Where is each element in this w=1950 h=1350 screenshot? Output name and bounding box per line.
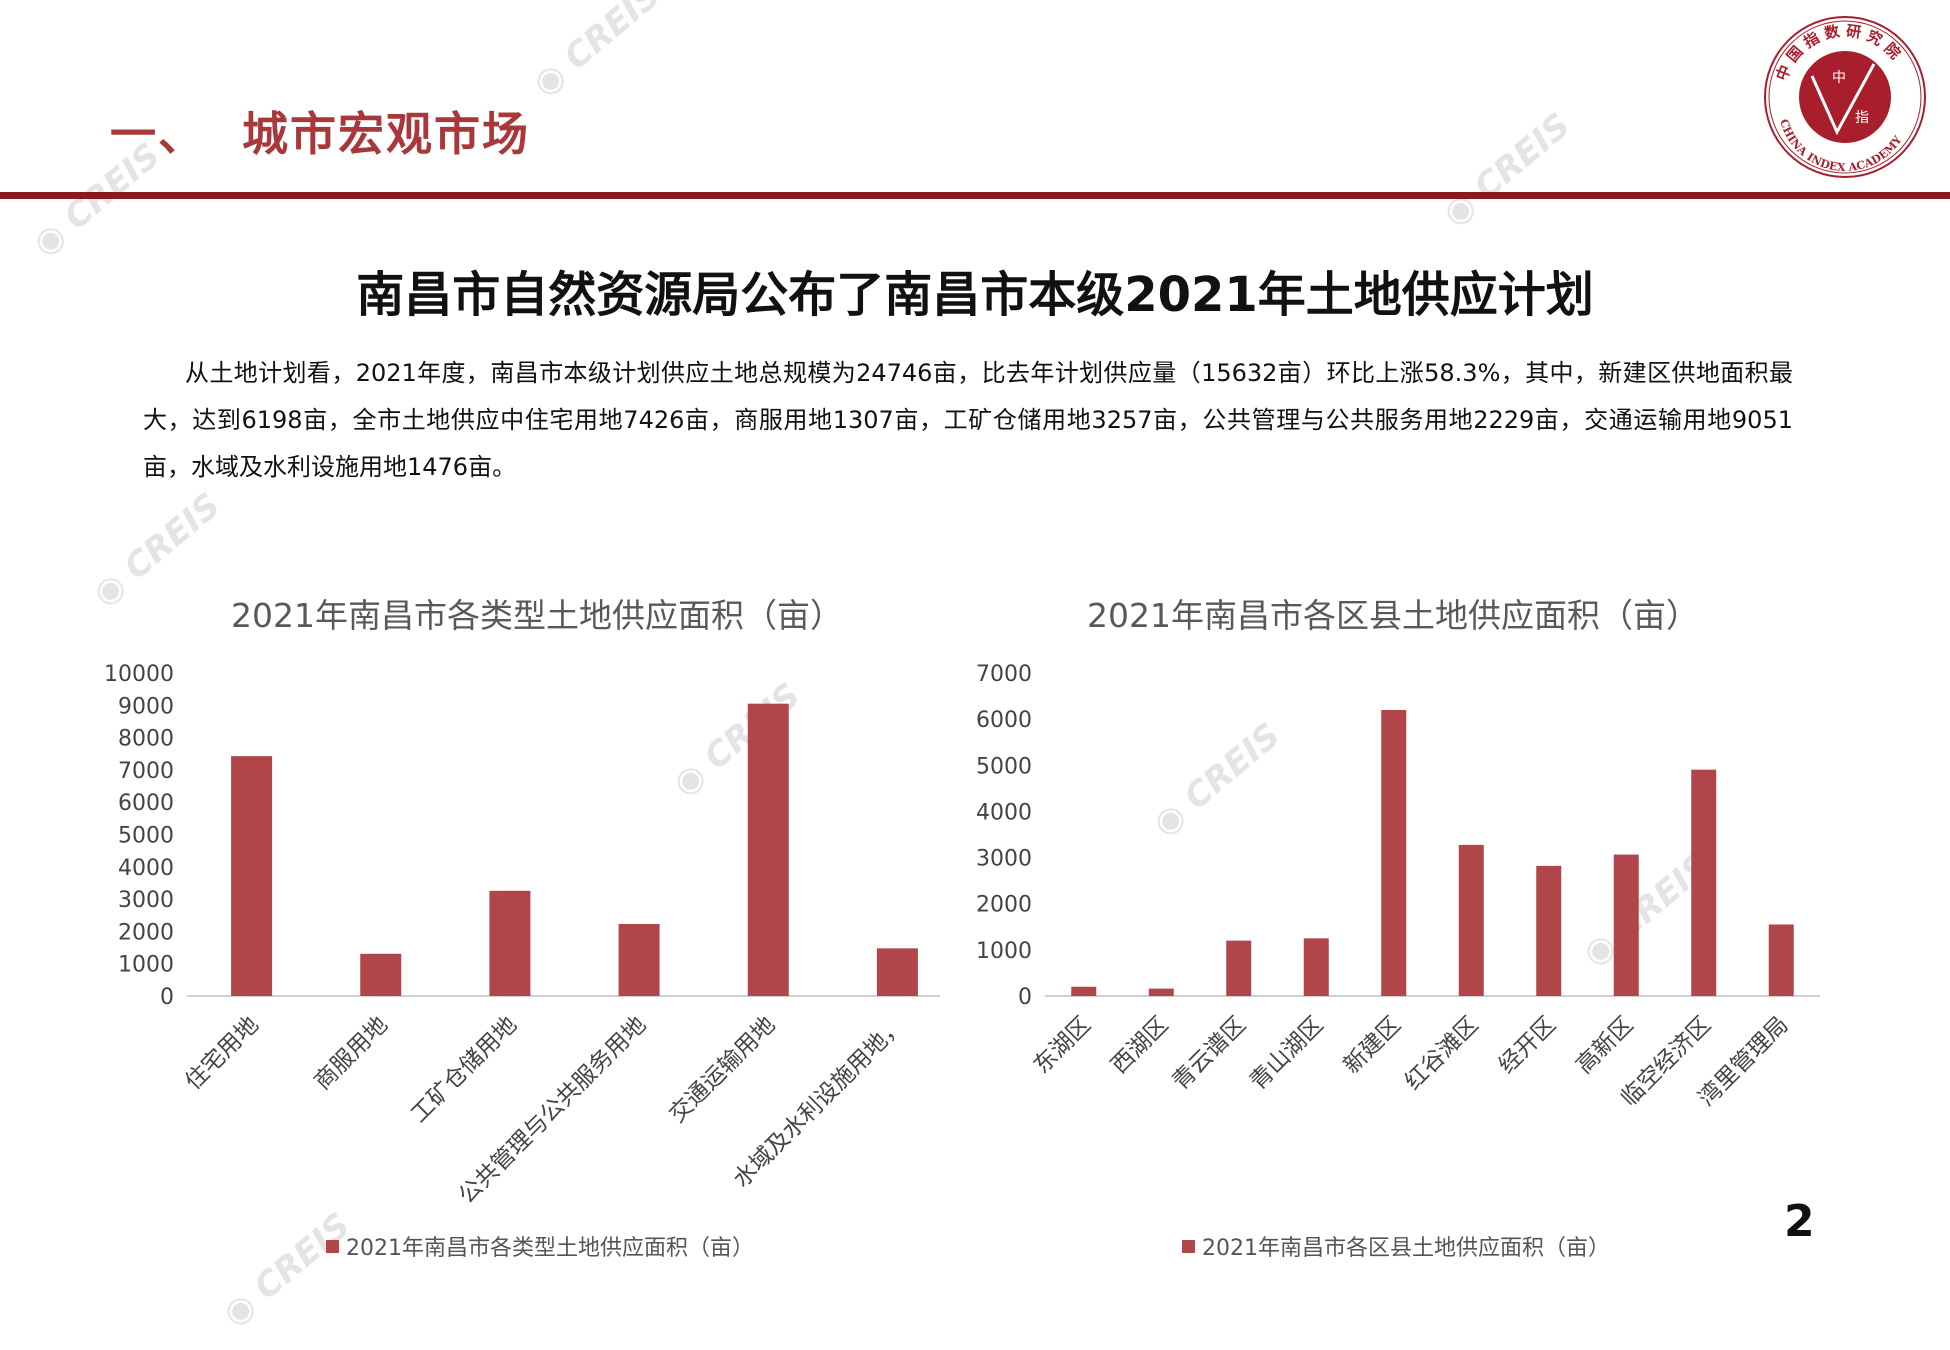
- header-divider: [0, 192, 1950, 199]
- y-tick-label: 3000: [118, 888, 174, 913]
- y-tick-label: 3000: [976, 847, 1032, 872]
- x-tick-label: 交通运输用地: [665, 1012, 781, 1128]
- y-tick-label: 10000: [104, 662, 174, 687]
- bar: [1226, 940, 1252, 996]
- y-tick-label: 7000: [118, 759, 174, 784]
- summary-paragraph: 从土地计划看，2021年度，南昌市本级计划供应土地总规模为24746亩，比去年计…: [143, 359, 1793, 481]
- y-tick-label: 8000: [118, 727, 174, 752]
- bar: [1613, 854, 1639, 996]
- y-tick-label: 9000: [118, 694, 174, 719]
- section-title: 一、 城市宏观市场: [110, 107, 531, 161]
- legend-swatch: [1182, 1240, 1195, 1253]
- svg-text:指: 指: [1855, 110, 1869, 126]
- y-tick-label: 0: [1018, 985, 1032, 1010]
- y-tick-label: 4000: [976, 800, 1032, 825]
- y-tick-label: 5000: [118, 824, 174, 849]
- legend-label: 2021年南昌市各区县土地供应面积（亩）: [1202, 1236, 1610, 1261]
- x-tick-label: 住宅用地: [180, 1012, 263, 1095]
- page-number: 2: [1784, 1196, 1815, 1247]
- y-tick-label: 7000: [976, 662, 1032, 687]
- y-tick-label: 6000: [976, 708, 1032, 733]
- china-index-academy-logo: 中 指 中 国 指 数 研 究 院 CHINA INDEX ACADEMY: [1764, 16, 1926, 178]
- y-tick-label: 0: [160, 985, 174, 1010]
- bar: [1458, 844, 1484, 996]
- bar: [1536, 865, 1562, 996]
- watermark: ◉ CREIS: [525, 0, 668, 105]
- y-tick-label: 2000: [118, 920, 174, 945]
- bar: [1691, 769, 1717, 996]
- x-tick-label: 商服用地: [310, 1012, 393, 1095]
- y-tick-label: 4000: [118, 856, 174, 881]
- bar: [489, 890, 531, 996]
- x-tick-label: 西湖区: [1106, 1012, 1173, 1079]
- x-tick-label: 新建区: [1339, 1012, 1406, 1079]
- land-type-bar-chart: 2021年南昌市各类型土地供应面积（亩） 0 1000 2000 3000 4000 500…: [104, 596, 940, 1261]
- x-tick-label: 工矿仓储用地: [406, 1012, 522, 1128]
- y-tick-label: 1000: [118, 953, 174, 978]
- y-tick-label: 2000: [976, 893, 1032, 918]
- svg-text:中: 中: [1832, 70, 1846, 86]
- legend-label: 2021年南昌市各类型土地供应面积（亩）: [346, 1236, 754, 1261]
- bar: [360, 953, 402, 996]
- y-tick-label: 6000: [118, 791, 174, 816]
- chart-title: 2021年南昌市各类型土地供应面积（亩）: [231, 596, 843, 635]
- chart-title: 2021年南昌市各区县土地供应面积（亩）: [1087, 596, 1699, 635]
- bar: [231, 756, 273, 996]
- bar: [747, 703, 789, 996]
- district-bar-chart: 2021年南昌市各区县土地供应面积（亩） 0 1000 2000 3000 4000 500…: [976, 596, 1820, 1261]
- bar: [1071, 986, 1097, 996]
- bar: [1768, 924, 1794, 996]
- x-tick-label: 青云谱区: [1168, 1012, 1251, 1095]
- watermark: ◉ CREIS: [1435, 105, 1578, 235]
- x-tick-label: 红谷滩区: [1400, 1012, 1483, 1095]
- bar: [618, 924, 660, 996]
- y-tick-label: 1000: [976, 939, 1032, 964]
- x-tick-label: 青山湖区: [1245, 1012, 1328, 1095]
- x-tick-label: 经开区: [1494, 1012, 1561, 1079]
- bar: [1303, 938, 1329, 996]
- y-tick-label: 5000: [976, 754, 1032, 779]
- legend-swatch: [326, 1240, 339, 1253]
- x-tick-label: 东湖区: [1029, 1012, 1096, 1079]
- bar: [1148, 988, 1174, 996]
- page-heading: 南昌市自然资源局公布了南昌市本级2021年土地供应计划: [356, 267, 1594, 323]
- bar: [876, 948, 918, 996]
- bar: [1381, 710, 1407, 996]
- x-tick-label: 高新区: [1571, 1012, 1638, 1079]
